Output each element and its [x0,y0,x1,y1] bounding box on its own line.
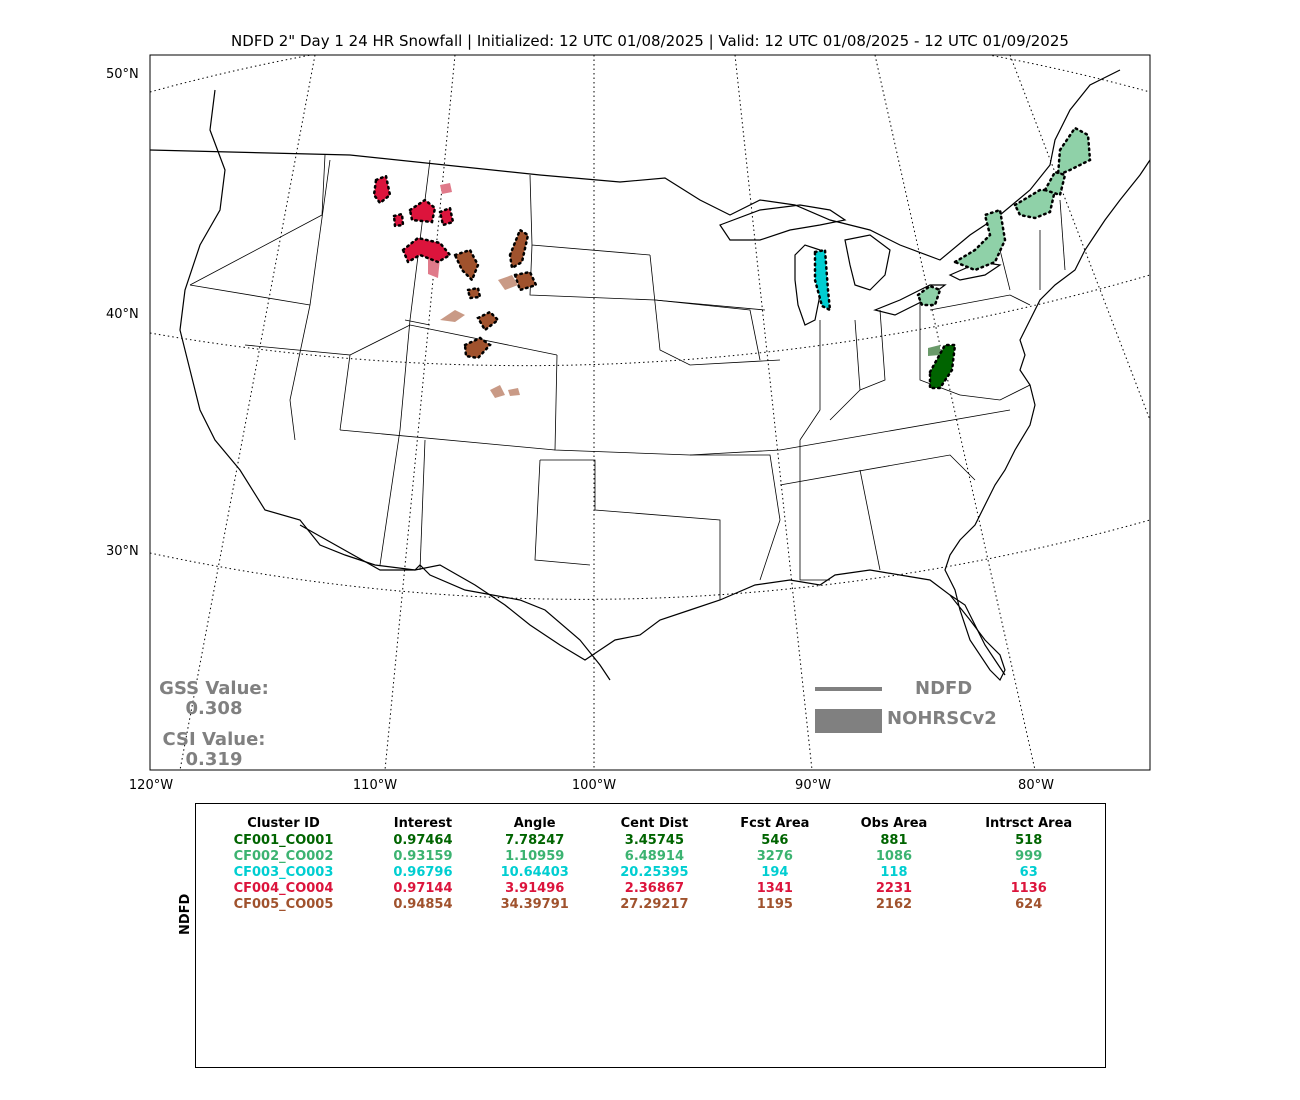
table-cell: 1.10959 [505,849,565,864]
map-frame [149,54,1151,771]
table-cell: 6.48914 [624,849,684,864]
table-cell: CF003_CO003 [233,865,334,880]
lon-label-120: 120°W [128,778,174,793]
table-cell: CF001_CO001 [233,833,334,848]
lon-label-100: 100°W [571,778,617,793]
lat-label-40: 40°N [106,307,139,322]
csi-label: CSI Value: [162,729,266,750]
table-cell: 0.97144 [393,881,453,896]
table-cell: 881 [880,833,908,848]
table-cell: 518 [1015,833,1043,848]
table-cell: 7.78247 [505,833,565,848]
lat-label-30: 30°N [106,544,139,559]
lake-huron [844,234,891,291]
header-interest: Interest [393,816,453,831]
mexico-border [299,524,611,681]
lake-michigan [794,244,826,326]
lake-erie [873,284,947,316]
cluster-cf002 [916,126,1092,307]
table-body: CF001_CO001 0.97464 7.78247 3.45745 546 881 51… [196,833,1105,913]
table-cell: 118 [880,865,908,880]
table-cell: 1136 [1010,881,1047,896]
header-obs-area: Obs Area [860,816,928,831]
table-cell: 1195 [756,897,793,912]
table-row: CF005_CO005 0.94854 34.39791 27.29217 1195 21… [196,897,1105,913]
us-outline [179,89,1150,682]
table-header-row: Cluster ID Interest Angle Cent Dist Fcst… [196,816,1105,833]
table-cell: 624 [1015,897,1043,912]
lon-label-110: 110°W [352,778,398,793]
florida [949,594,1006,676]
table-cell: 63 [1019,865,1038,880]
table-row: CF002_CO002 0.93159 1.10959 6.48914 3276 1086… [196,849,1105,865]
table-cell: 0.96796 [393,865,453,880]
header-angle: Angle [513,816,556,831]
cluster-cf003 [813,248,832,313]
map-title: NDFD 2" Day 1 24 HR Snowfall | Initializ… [231,32,1069,50]
table-cell: 0.93159 [393,849,453,864]
cluster-cf001 [928,343,957,390]
table-cell: 999 [1015,849,1043,864]
table-cell: 0.94854 [393,897,453,912]
header-fcst-area: Fcst Area [740,816,810,831]
table-cell: 0.97464 [393,833,453,848]
graticule [150,55,1150,770]
lon-label-90: 90°W [795,778,831,793]
cluster-shapes [372,126,1092,398]
header-intrsct-area: Intrsct Area [985,816,1073,831]
table-cell: 3.91496 [505,881,565,896]
lon-label-80: 80°W [1018,778,1054,793]
table-cell: 546 [761,833,789,848]
table-row: CF003_CO003 0.96796 10.64403 20.25395 194 118… [196,865,1105,881]
canada-border [150,69,1121,261]
table-cell: CF004_CO004 [233,881,334,896]
table-cell: 1341 [756,881,793,896]
table-cell: 3.45745 [624,833,684,848]
table-cell: 20.25395 [620,865,689,880]
csi-value: 0.319 [185,749,243,770]
table-cell: 3276 [756,849,793,864]
table-cell: 34.39791 [500,897,569,912]
table-cell: 194 [761,865,789,880]
table-cell: 10.64403 [500,865,569,880]
table-cell: 2231 [875,881,913,896]
table-row: CF004_CO004 0.97144 3.91496 2.36867 1341 2231… [196,881,1105,897]
cluster-cf004 [372,174,455,278]
cluster-table: Cluster ID Interest Angle Cent Dist Fcst… [196,816,1105,913]
table-cell: CF005_CO005 [233,897,334,912]
table-row: CF001_CO001 0.97464 7.78247 3.45745 546 881 51… [196,833,1105,849]
boundaries [150,69,1150,682]
state-lines [189,154,1066,600]
table-side-label: NDFD [178,893,193,935]
table-cell: 1086 [875,849,913,864]
header-cluster-id: Cluster ID [247,816,320,831]
legend-obs-swatch [815,709,882,733]
table-cell: 27.29217 [620,897,689,912]
table-cell: 2162 [875,897,913,912]
table-cell: CF002_CO002 [233,849,334,864]
legend-obs-label: NOHRSCv2 [887,708,997,729]
gss-value: 0.308 [185,698,243,719]
lake-superior [719,204,847,241]
legend-ndfd-label: NDFD [915,678,973,699]
cluster-cf005 [440,228,538,398]
lat-label-50: 50°N [106,67,139,82]
cluster-table-box: Cluster ID Interest Angle Cent Dist Fcst… [195,803,1106,1068]
header-cent-dist: Cent Dist [620,816,689,831]
table-cell: 2.36867 [624,881,684,896]
gss-label: GSS Value: [159,678,269,699]
